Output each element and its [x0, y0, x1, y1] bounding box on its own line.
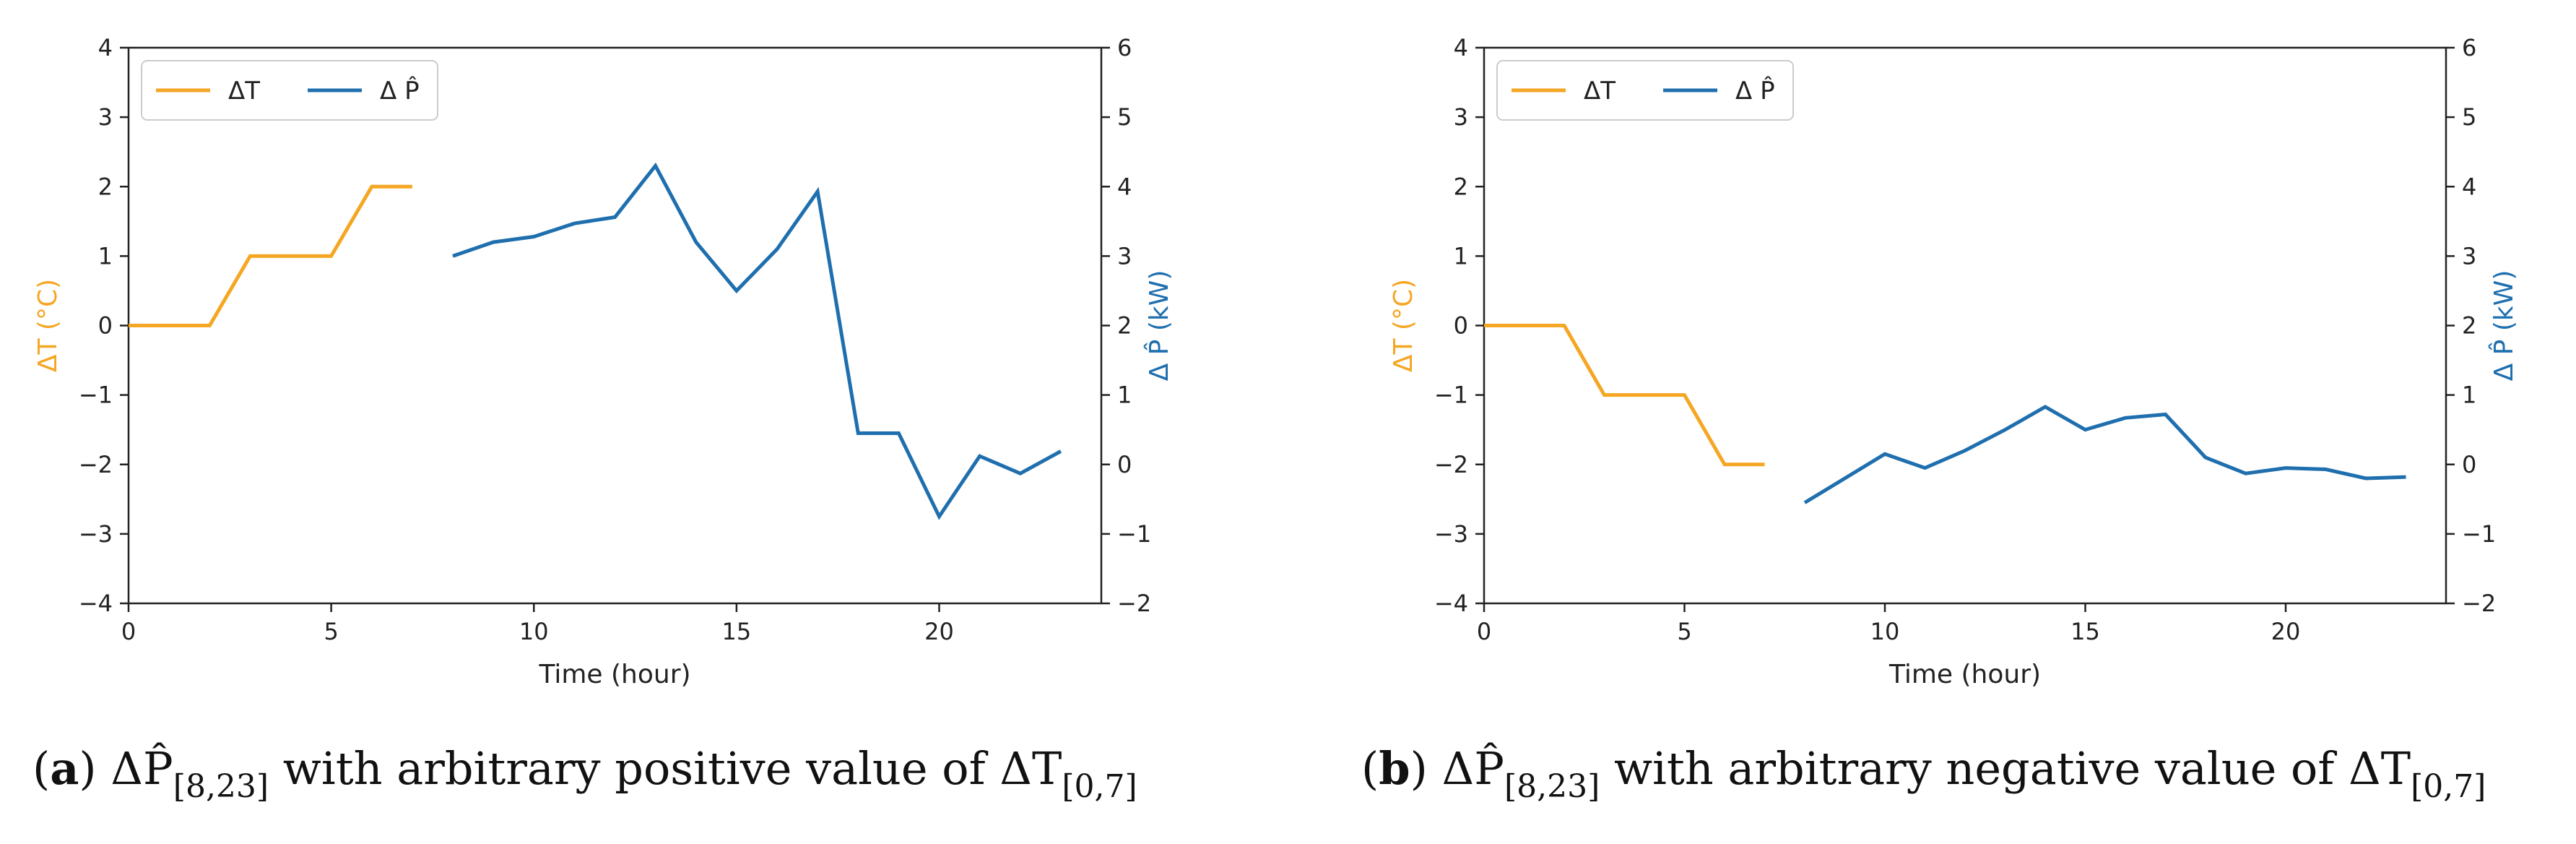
y-left-axis-label: ΔT (°C)	[1389, 279, 1418, 372]
legend: ΔT Δ P̂	[141, 60, 438, 121]
series-line-delta-p	[452, 162, 1062, 520]
y-left-axis-label: ΔT (°C)	[33, 279, 63, 372]
x-tick-label: 5	[324, 618, 338, 645]
y-right-tick-label: 4	[1117, 173, 1132, 200]
y-left-tick-label: 2	[98, 173, 113, 200]
legend: ΔT Δ P̂	[1496, 60, 1794, 121]
y-right-tick-label: 0	[1117, 451, 1132, 478]
y-right-tick-label: 1	[1117, 382, 1132, 409]
y-right-tick-label: 5	[2462, 103, 2476, 131]
x-tick-label: 10	[1870, 618, 1900, 645]
series-line-delta-p	[1803, 405, 2406, 504]
y-left-tick-label: 0	[98, 312, 113, 340]
y-right-tick-label: 2	[1117, 312, 1132, 340]
legend-box	[1496, 60, 1794, 121]
series-line-delta-t	[1484, 324, 1765, 467]
plot-frame	[1483, 46, 2447, 605]
figure-caption: (a) ΔP̂[8,23] with arbitrary positive va…	[32, 742, 1137, 805]
y-right-axis-label: Δ P̂ (kW)	[2488, 270, 2519, 382]
x-tick-label: 20	[2271, 618, 2301, 645]
x-tick-label: 5	[1677, 618, 1691, 645]
y-left-tick-label: −2	[79, 451, 113, 478]
y-left-tick-label: 1	[1454, 242, 1468, 270]
y-right-tick-label: 3	[1117, 242, 1132, 270]
y-right-tick-label: 4	[2462, 173, 2476, 200]
y-right-tick-label: 6	[1117, 34, 1132, 61]
y-right-tick-label: 1	[2462, 382, 2476, 409]
y-left-tick-label: −1	[79, 382, 113, 409]
legend-label: Δ P̂	[1735, 76, 1775, 106]
y-left-tick-label: −3	[1434, 520, 1468, 548]
x-tick-label: 15	[2070, 618, 2100, 645]
y-right-tick-label: −1	[2462, 520, 2496, 548]
legend-box	[141, 60, 438, 121]
x-axis-label: Time (hour)	[1888, 660, 2041, 689]
series-line-delta-t	[129, 184, 412, 327]
y-right-tick-label: 5	[1117, 103, 1132, 131]
x-tick-label: 0	[1477, 618, 1491, 645]
y-left-tick-label: 4	[1454, 34, 1468, 61]
y-right-tick-label: −2	[2462, 590, 2496, 617]
legend-label: ΔT	[1584, 77, 1616, 106]
y-right-tick-label: −1	[1117, 520, 1151, 548]
y-left-tick-label: 2	[1454, 173, 1468, 200]
y-right-tick-label: −2	[1117, 590, 1151, 617]
plot-frame	[127, 46, 1103, 605]
x-tick-label: 0	[121, 618, 136, 645]
y-right-tick-label: 6	[2462, 34, 2476, 61]
y-left-tick-label: 3	[1454, 103, 1468, 131]
figure-caption: (b) ΔP̂[8,23] with arbitrary negative va…	[1361, 742, 2486, 805]
y-right-tick-label: 3	[2462, 242, 2476, 270]
y-left-tick-label: −1	[1434, 382, 1468, 409]
y-left-tick-label: 4	[98, 34, 113, 61]
x-tick-label: 20	[924, 618, 954, 645]
y-right-axis-label: Δ P̂ (kW)	[1143, 270, 1174, 382]
y-left-tick-label: 1	[98, 242, 113, 270]
y-right-tick-label: 0	[2462, 451, 2476, 478]
chart-panel-b: 0 5 10 15 20 −4 −3 −2 −1 0 1 2 3 4 −2 −1 0 1 2 3 4 5 6 Time (ho…	[1361, 34, 2519, 805]
legend-label: ΔT	[228, 77, 260, 106]
y-right-tick-label: 2	[2462, 312, 2476, 340]
x-tick-label: 10	[519, 618, 549, 645]
y-left-tick-label: −2	[1434, 451, 1468, 478]
y-left-tick-label: −3	[79, 520, 113, 548]
x-axis-label: Time (hour)	[538, 660, 690, 689]
x-tick-label: 15	[722, 618, 752, 645]
y-left-tick-label: −4	[1434, 590, 1468, 617]
chart-panel-a: 0 5 10 15 20 −4 −3 −2 −1 0 1 2 3 4 −2 −1 0 1 2 3 4 5 6 Time (ho…	[32, 34, 1174, 805]
legend-label: Δ P̂	[380, 76, 420, 106]
y-left-tick-label: −4	[79, 590, 113, 617]
y-left-tick-label: 3	[98, 103, 113, 131]
y-left-tick-label: 0	[1454, 312, 1468, 340]
